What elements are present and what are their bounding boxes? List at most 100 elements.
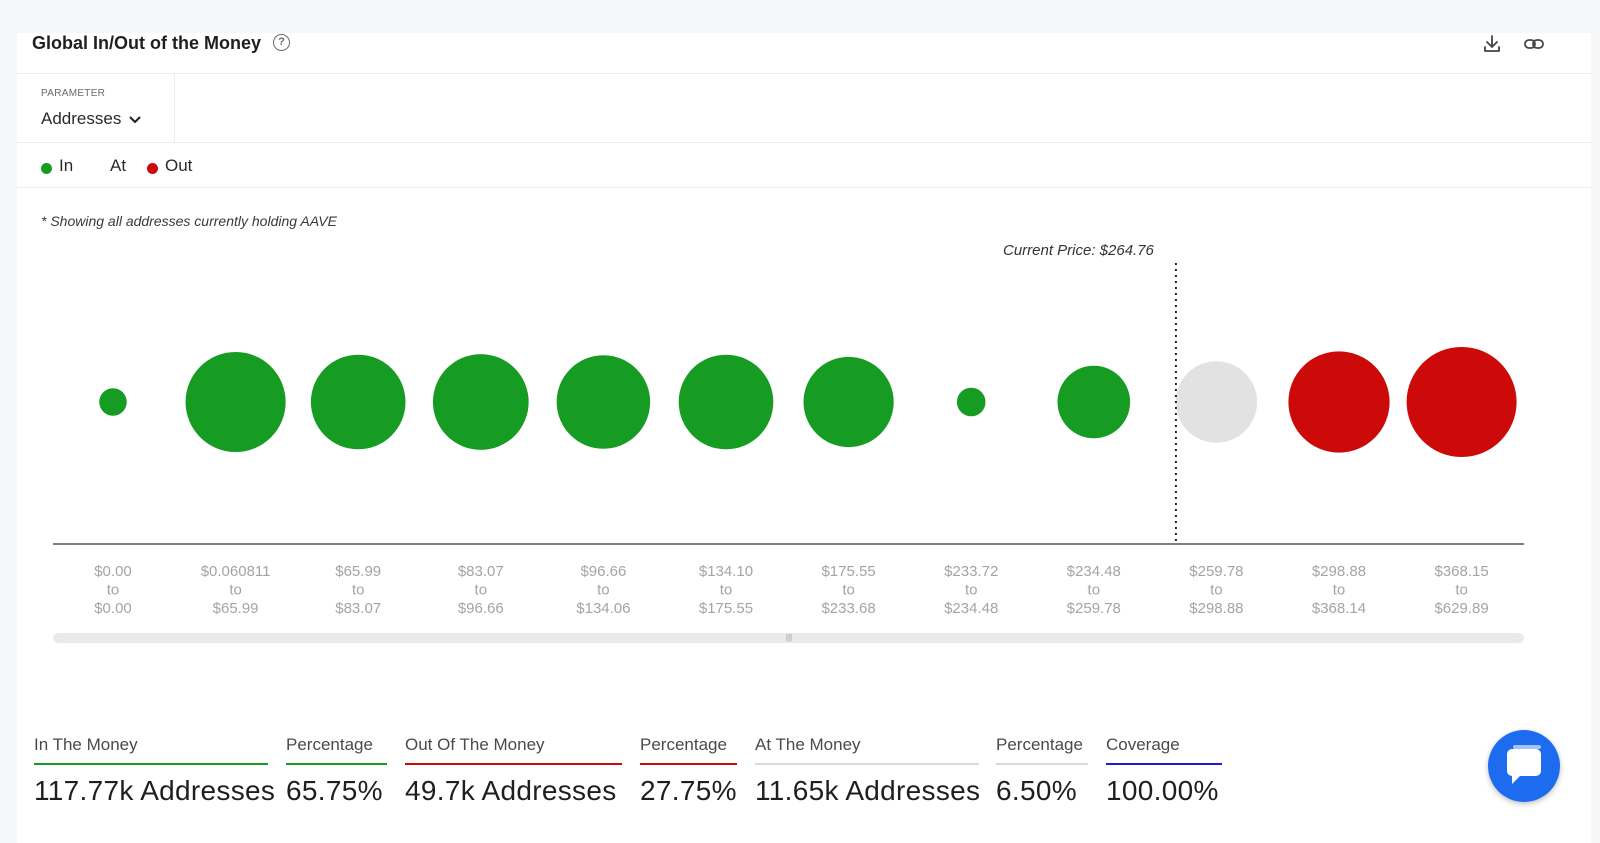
legend-out-dot (147, 163, 158, 174)
tick-label-3-1: to (475, 582, 488, 599)
tick-label-4-2: $134.06 (576, 600, 630, 617)
tick-label-11-0: $368.15 (1434, 563, 1488, 580)
tick-label-8-0: $234.48 (1067, 563, 1121, 580)
tick-label-10-0: $298.88 (1312, 563, 1366, 580)
stat-label: Out Of The Money (405, 735, 545, 754)
stat-value: 49.7k Addresses (405, 775, 617, 806)
legend: In At Out (17, 143, 1591, 188)
legend-in-dot (41, 163, 52, 174)
tick-label-9-0: $259.78 (1189, 563, 1243, 580)
bubble-in-4[interactable] (556, 355, 651, 449)
parameter-dropdown[interactable]: PARAMETER Addresses (17, 73, 175, 142)
bubble-in-8[interactable] (1057, 365, 1131, 439)
tick-label-0-0: $0.00 (94, 563, 132, 580)
stat-value: 117.77k Addresses (34, 775, 276, 806)
current-price-label: Current Price: $264.76 (1003, 242, 1155, 259)
tick-label-6-0: $175.55 (821, 563, 875, 580)
bubble-in-5[interactable] (678, 354, 774, 450)
stat-label: Percentage (286, 735, 373, 754)
stat-label: At The Money (755, 735, 861, 754)
tick-label-3-0: $83.07 (458, 563, 504, 580)
stat-label: Percentage (996, 735, 1083, 754)
chart-scrollbar[interactable]: ||| (53, 633, 1524, 643)
legend-at-label[interactable]: At (110, 156, 127, 175)
tick-label-1-2: $65.99 (213, 600, 259, 617)
stats-row: In The Money 117.77k Addresses Percentage 6… (17, 733, 1591, 843)
link-icon[interactable] (1523, 33, 1545, 55)
chevron-down-icon[interactable] (129, 115, 141, 125)
tick-label-1-0: $0.060811 (201, 563, 271, 580)
question-circle-icon[interactable]: ? (273, 34, 290, 51)
tick-label-8-2: $259.78 (1067, 600, 1121, 617)
tick-label-4-0: $96.66 (580, 563, 626, 580)
stat-5: Percentage 6.50% (996, 733, 1088, 807)
stat-label: Coverage (1106, 735, 1180, 754)
tick-label-2-0: $65.99 (335, 563, 381, 580)
stat-value: 6.50% (996, 775, 1077, 806)
stat-underline (640, 763, 737, 765)
stat-3: Percentage 27.75% (640, 733, 737, 807)
tick-label-11-2: $629.89 (1434, 600, 1488, 617)
chat-button[interactable] (1488, 730, 1560, 802)
stat-value: 11.65k Addresses (755, 775, 981, 806)
tick-label-2-2: $83.07 (335, 600, 381, 617)
parameter-label: PARAMETER (41, 88, 106, 99)
stat-label: Percentage (640, 735, 727, 754)
stat-4: At The Money 11.65k Addresses (755, 733, 981, 807)
bubble-out-11[interactable] (1406, 347, 1517, 457)
bubble-in-3[interactable] (432, 354, 529, 450)
tick-label-1-1: to (229, 582, 242, 599)
stat-2: Out Of The Money 49.7k Addresses (405, 733, 622, 807)
tick-label-8-1: to (1088, 582, 1101, 599)
tick-label-5-2: $175.55 (699, 600, 753, 617)
tick-label-9-1: to (1210, 582, 1223, 599)
stat-underline (286, 763, 387, 765)
holding-note: * Showing all addresses currently holdin… (41, 213, 337, 229)
stat-underline (34, 763, 268, 765)
tick-label-0-1: to (107, 582, 120, 599)
bubble-chart: $0.00to$0.00$0.060811to$65.99$65.99to$83… (53, 242, 1524, 617)
tick-label-3-2: $96.66 (458, 600, 504, 617)
stat-value: 27.75% (640, 775, 737, 806)
tick-label-5-0: $134.10 (699, 563, 753, 580)
stat-underline (1106, 763, 1222, 765)
stat-underline (755, 763, 979, 765)
tick-label-9-2: $298.88 (1189, 600, 1243, 617)
tick-label-6-2: $233.68 (821, 600, 875, 617)
stat-value: 65.75% (286, 775, 383, 806)
tick-label-11-1: to (1455, 582, 1468, 599)
tick-label-10-2: $368.14 (1312, 600, 1366, 617)
card-title: Global In/Out of the Money (32, 33, 261, 53)
stat-value: 100.00% (1106, 775, 1219, 806)
download-icon[interactable] (1481, 33, 1503, 55)
bubble-out-10[interactable] (1288, 351, 1390, 453)
bubble-in-6[interactable] (803, 356, 894, 448)
stat-underline (996, 763, 1088, 765)
tick-label-6-1: to (842, 582, 855, 599)
card-header: Global In/Out of the Money ? (17, 33, 1591, 74)
scrollbar-grip-icon[interactable]: ||| (785, 633, 793, 642)
tick-label-5-1: to (720, 582, 733, 599)
stat-1: Percentage 65.75% (286, 733, 387, 807)
tick-label-7-1: to (965, 582, 978, 599)
bubble-at-9[interactable] (1175, 361, 1258, 443)
parameter-value[interactable]: Addresses (41, 109, 122, 128)
stat-label: In The Money (34, 735, 138, 754)
in-out-money-card: Global In/Out of the Money ? PARAMETER A… (17, 33, 1591, 843)
tick-label-7-0: $233.72 (944, 563, 998, 580)
legend-in-label[interactable]: In (59, 156, 74, 175)
chat-bubble-icon (1507, 745, 1541, 784)
bubble-in-1[interactable] (185, 351, 286, 453)
stat-6: Coverage 100.00% (1106, 733, 1222, 807)
tick-label-10-1: to (1333, 582, 1346, 599)
bubble-in-7[interactable] (956, 387, 986, 417)
tick-label-7-2: $234.48 (944, 600, 998, 617)
legend-out-label[interactable]: Out (165, 156, 193, 175)
bubble-in-0[interactable] (99, 388, 127, 416)
stat-0: In The Money 117.77k Addresses (34, 733, 276, 807)
tick-label-2-1: to (352, 582, 365, 599)
bubble-in-2[interactable] (310, 354, 406, 450)
stat-underline (405, 763, 622, 765)
parameter-row: PARAMETER Addresses (17, 73, 1591, 143)
tick-label-0-2: $0.00 (94, 600, 132, 617)
